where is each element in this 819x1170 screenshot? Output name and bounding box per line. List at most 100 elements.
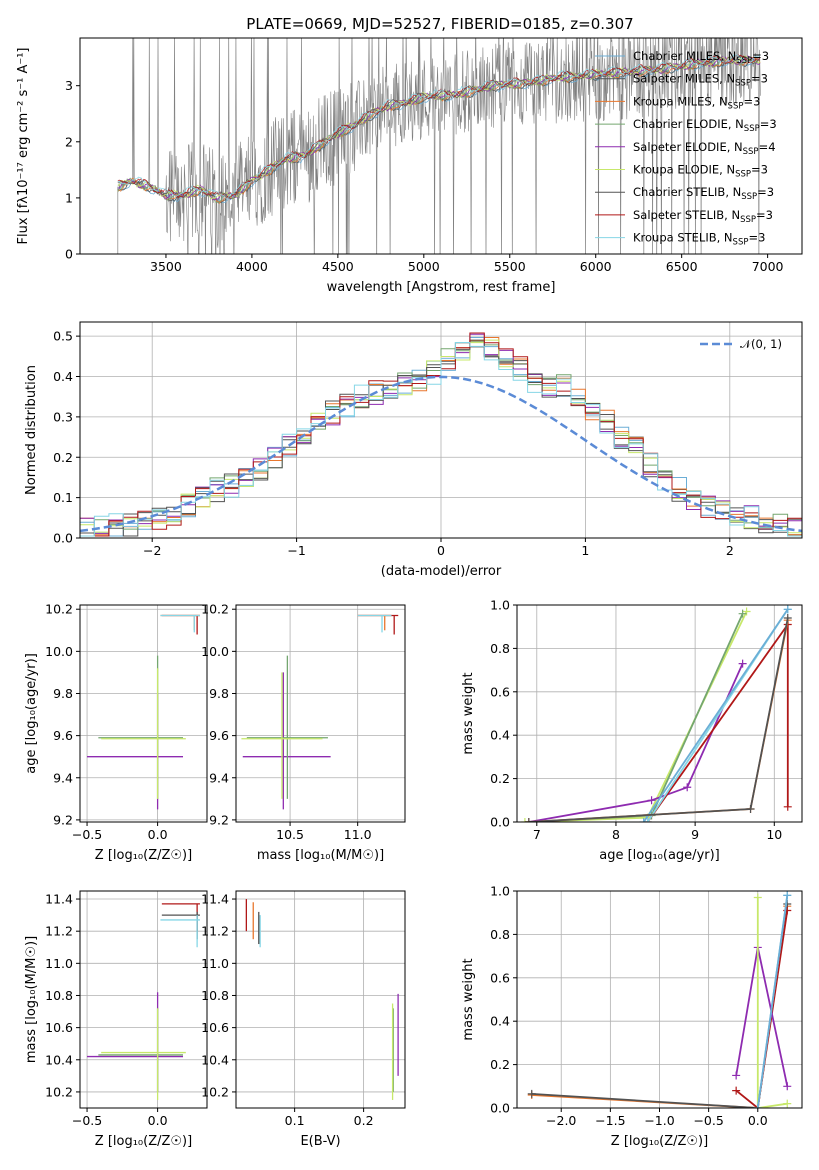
y-tick-label: 0.3: [53, 409, 73, 424]
y-tick-label: 10.0: [201, 644, 229, 659]
y-tick-label: 11.0: [45, 956, 73, 971]
age-vs-mass-panel: 10.5 11.0 9.2 9.4 9.6 9.8 10.0 10.2 mass [log₁₀(…: [201, 602, 406, 863]
x-tick-label: 9: [691, 827, 699, 842]
plot-area: [117, 38, 761, 254]
age-vs-metallicity-panel: −0.5 0.0 9.2 9.4 9.6 9.8 10.0 10.2 Z [log₁₀(Z/Z☉…: [24, 602, 208, 863]
plot-area: [520, 605, 792, 822]
x-tick-label: −2.0: [546, 1113, 576, 1128]
y-tick-label: 10.2: [45, 1084, 73, 1099]
plot-area: [87, 903, 200, 1100]
x-tick-label: −0.5: [72, 827, 102, 842]
x-tick-label: 0.1: [285, 1113, 305, 1128]
y-tick-label: 9.6: [209, 728, 229, 743]
x-tick-label: 5500: [494, 259, 526, 274]
y-tick-label: 0.8: [490, 641, 510, 656]
y-tick-label: 0.0: [490, 1101, 510, 1116]
x-axis-label: age [log₁₀(age/yr)]: [599, 848, 720, 863]
weight-vs-age-panel: 7 8 9 10 0.0 0.2 0.4 0.6 0.8 1.0 age [log₁₀(age/yr…: [461, 598, 803, 863]
x-tick-label: −1: [287, 543, 305, 558]
residuals-panel: −2 −1 0 1 2 0.0 0.1 0.2 0.3 0.4 0.5 (data-model)/er…: [24, 321, 803, 579]
x-tick-label: 5000: [408, 259, 440, 274]
y-tick-label: 11.0: [201, 956, 229, 971]
x-tick-label: 4500: [322, 259, 354, 274]
y-tick-label: 9.8: [209, 686, 229, 701]
histogram-kroupa-stelib: [80, 342, 802, 537]
y-tick-label: 0.0: [53, 531, 73, 546]
legend-entry: Salpeter STELIB, NSSP=3: [633, 208, 773, 225]
x-axis-label: E(B-V): [300, 1134, 340, 1149]
y-tick-label: 0.4: [490, 1014, 510, 1029]
y-tick-label: 10.4: [45, 1052, 73, 1067]
y-tick-label: 11.4: [201, 892, 229, 907]
data-point-marker: [524, 818, 533, 822]
spectrum-panel: 3500 4000 4500 5000 5500 6000 6500 7000 0 1 2 3 wave…: [16, 37, 803, 295]
weight-line-kroupa-elodie: [756, 897, 788, 1108]
y-tick-label: 10.6: [45, 1020, 73, 1035]
y-tick-label: 10.2: [201, 602, 229, 617]
y-tick-label: 0.2: [490, 771, 510, 786]
y-tick-label: 1: [65, 190, 73, 205]
y-tick-label: 0.6: [490, 970, 510, 985]
x-tick-label: −0.5: [72, 1113, 102, 1128]
x-tick-label: 7: [533, 827, 541, 842]
y-tick-label: 3: [65, 78, 73, 93]
plot-area: [241, 614, 399, 810]
y-tick-label: 10.2: [201, 1084, 229, 1099]
weight-line-chabrier-miles: [642, 608, 789, 822]
legend-entry: Chabrier ELODIE, NSSP=3: [633, 117, 777, 134]
x-tick-label: 0.0: [148, 1113, 168, 1128]
y-tick-label: 11.4: [45, 892, 73, 907]
weight-line-chabrier-elodie: [528, 613, 744, 822]
x-tick-label: 1: [581, 543, 589, 558]
y-tick-label: 11.2: [201, 924, 229, 939]
y-tick-label: 9.4: [53, 770, 73, 785]
data-point-marker: [783, 614, 792, 623]
x-tick-label: 11.0: [344, 827, 372, 842]
data-point-marker: [742, 607, 751, 616]
observed-spectrum-line: [117, 38, 761, 254]
y-tick-label: 0: [65, 247, 73, 262]
x-axis-label: wavelength [Angstrom, rest frame]: [327, 280, 556, 295]
data-point-marker: [738, 659, 747, 668]
y-tick-label: 10.6: [201, 1020, 229, 1035]
y-tick-label: 10.8: [45, 988, 73, 1003]
data-point-marker: [753, 893, 762, 902]
y-tick-label: 9.6: [53, 728, 73, 743]
y-tick-label: 9.2: [53, 812, 73, 827]
y-axis-label: mass [log₁₀(M/M☉)]: [24, 936, 39, 1063]
mass-vs-metallicity-panel: −0.5 0.0 10.2 10.4 10.6 10.8 11.0 11.2 11.4 Z [lo…: [24, 890, 208, 1149]
data-point-marker: [783, 1082, 792, 1091]
y-tick-label: 0.4: [490, 728, 510, 743]
x-tick-label: 6000: [580, 259, 612, 274]
data-point-marker: [746, 804, 755, 813]
x-axis-label: Z [log₁₀(Z/Z☉)]: [611, 1134, 708, 1149]
legend-entry: Salpeter MILES, NSSP=3: [633, 72, 768, 89]
y-tick-label: 0.1: [53, 490, 73, 505]
weight-line-chabrier-miles: [756, 895, 789, 1108]
weight-line-salpeter-stelib: [735, 910, 789, 1108]
y-tick-label: 10.2: [45, 602, 73, 617]
y-axis-label: Normed distribution: [24, 365, 39, 495]
data-point-marker: [783, 802, 792, 811]
data-point-marker: [783, 891, 792, 900]
x-axis-label: Z [log₁₀(Z/Z☉)]: [95, 848, 192, 863]
weight-vs-metallicity-panel: −2.0 −1.5 −1.0 −0.5 0.0 0.0 0.2 0.4 0.6 0.8 1.0 Z […: [461, 884, 803, 1149]
x-tick-label: 4000: [236, 259, 268, 274]
plot-area: [80, 332, 802, 537]
y-tick-label: 1.0: [490, 598, 510, 613]
data-point-marker: [520, 818, 529, 822]
plot-area: [245, 899, 399, 1100]
weight-line-salpeter-elodie: [735, 947, 789, 1087]
y-tick-label: 0.2: [490, 1057, 510, 1072]
plot-frame: [79, 604, 208, 823]
legend-entry: Kroupa STELIB, NSSP=3: [633, 231, 765, 248]
x-axis-label: mass [log₁₀(M/M☉)]: [257, 848, 384, 863]
x-tick-label: 0.0: [148, 827, 168, 842]
weight-line-kroupa-miles: [528, 620, 789, 822]
data-point-marker: [732, 1071, 741, 1080]
x-tick-label: −2: [143, 543, 161, 558]
x-tick-label: 10: [766, 827, 782, 842]
y-axis-label: mass weight: [461, 672, 476, 754]
data-point-marker: [783, 1099, 792, 1108]
